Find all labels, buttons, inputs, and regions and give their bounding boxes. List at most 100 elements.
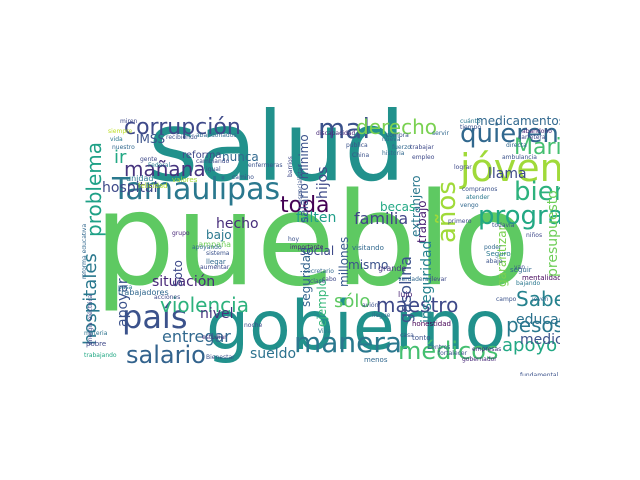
- word: centros: [428, 344, 451, 351]
- word: Seguro: [486, 250, 511, 258]
- word: empresas: [472, 346, 502, 353]
- word: médicos: [398, 337, 499, 365]
- word: pública: [346, 142, 368, 149]
- word: nunca: [222, 150, 259, 164]
- word: Bienestar: [206, 354, 235, 361]
- word: gobierno: [206, 287, 507, 366]
- word: fundamental: [520, 372, 559, 377]
- word: abandonados: [196, 132, 237, 139]
- word: hijos: [315, 166, 331, 199]
- word: becas: [380, 200, 416, 214]
- word: historia: [382, 150, 405, 157]
- word: mal: [318, 112, 371, 145]
- word: violencia: [160, 293, 249, 317]
- word: siempre: [108, 128, 133, 135]
- word: bajo: [206, 228, 232, 242]
- word: toda: [280, 193, 330, 218]
- word: campaña: [194, 240, 232, 249]
- word: situación: [152, 274, 216, 290]
- word: secretario: [304, 268, 334, 275]
- word: honestidad: [412, 320, 451, 328]
- word: mañana: [124, 157, 206, 181]
- word: todavía: [492, 222, 515, 229]
- word: llevar: [430, 276, 447, 283]
- word: hecho: [216, 216, 259, 232]
- word: sueldo: [250, 346, 297, 362]
- word: medicina: [520, 332, 560, 348]
- word: corrupción: [124, 115, 241, 140]
- word: avión: [362, 302, 379, 309]
- word: IMSS: [136, 132, 166, 146]
- word: Federal: [148, 162, 171, 169]
- word: sólo: [334, 291, 371, 312]
- word: sistema: [206, 250, 230, 257]
- word: bajando: [516, 280, 541, 287]
- word: presupuesto: [545, 190, 560, 277]
- word: nivel: [200, 306, 234, 322]
- word: llegue: [372, 312, 391, 319]
- word: pueblo: [94, 166, 531, 315]
- word: van: [514, 264, 526, 271]
- word: empleo: [412, 154, 435, 161]
- word: clase: [310, 278, 326, 285]
- word: cabo: [322, 276, 337, 283]
- word: vida: [110, 136, 123, 143]
- word: especialistas: [297, 164, 304, 203]
- word: materia: [84, 330, 108, 337]
- word: atender: [466, 194, 490, 201]
- word: derecho: [356, 115, 437, 139]
- word: abajo: [486, 258, 503, 265]
- word: jóvenes: [460, 146, 560, 190]
- word: llama: [488, 166, 527, 182]
- word: pesos: [506, 313, 560, 337]
- word: acciones: [154, 294, 181, 301]
- word: Viva: [318, 328, 331, 335]
- word: país: [122, 298, 188, 336]
- word: campo: [496, 296, 517, 303]
- word: fortalecer: [438, 350, 468, 357]
- word: discapacidad: [316, 130, 356, 137]
- word: ambulancia: [502, 154, 537, 161]
- word: cuánto: [460, 118, 481, 125]
- word: igual: [206, 166, 221, 173]
- word: carretera: [518, 134, 546, 141]
- word: hospital: [102, 180, 158, 196]
- word: Soto: [171, 259, 185, 287]
- word: maestro: [376, 293, 459, 317]
- word: mismo: [348, 258, 389, 272]
- word: primero: [448, 218, 472, 225]
- word: barrios: [287, 156, 294, 177]
- word-cloud: pueblo salud gobierno Tamaulipas jóvenes…: [82, 107, 560, 376]
- word: energía eléctrica: [87, 294, 94, 345]
- word: pobre: [86, 340, 107, 348]
- word: noche: [244, 322, 263, 329]
- word: Marina: [514, 135, 560, 160]
- word: familia: [354, 209, 409, 228]
- word: mentalidad: [522, 274, 560, 282]
- word: manera: [294, 326, 403, 359]
- word: Saben: [516, 287, 560, 311]
- word: directa: [506, 142, 527, 149]
- word: compramos: [462, 186, 498, 193]
- word: compra: [386, 132, 409, 139]
- word: llegar: [206, 258, 226, 266]
- word: lograr: [454, 164, 472, 171]
- word: miren: [120, 118, 138, 125]
- word: trabajando: [84, 352, 117, 359]
- word: entregar: [162, 327, 231, 346]
- word: servir: [432, 130, 449, 137]
- word: educación: [516, 312, 560, 328]
- word: ejemplo: [315, 278, 329, 327]
- word: programa: [478, 201, 560, 231]
- word: aumentar: [200, 264, 230, 271]
- word: unidad: [126, 174, 154, 183]
- word: grupo: [172, 230, 190, 237]
- word: felicidad: [138, 182, 168, 190]
- word: seguir: [510, 266, 532, 274]
- word: estudiar: [202, 334, 227, 341]
- word: casa: [400, 332, 414, 339]
- word: salario: [126, 341, 206, 369]
- word: hoy: [288, 236, 300, 243]
- word: años: [432, 181, 462, 243]
- word: menos: [364, 356, 388, 364]
